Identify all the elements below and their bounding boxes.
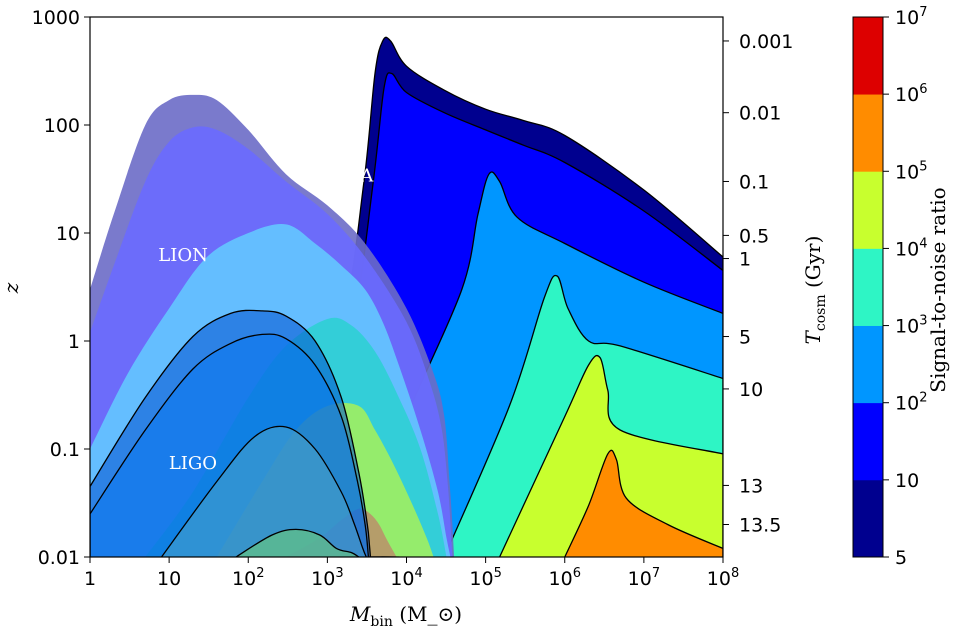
colorbar-frame — [852, 16, 884, 558]
ligo-regions — [90, 309, 485, 557]
colorbar-tick-label: 5 — [895, 547, 907, 569]
y-tick-label: 0.1 — [50, 439, 80, 461]
right-tick-label: 1 — [739, 249, 751, 271]
colorbar-segment — [853, 171, 883, 249]
y-axis-title: z — [0, 282, 23, 294]
right-tick-label: 0.1 — [739, 171, 769, 193]
colorbar-segment — [853, 248, 883, 326]
x-tick-label: 1 — [84, 568, 96, 590]
x-tick-label: 10 — [157, 568, 181, 590]
right-tick-label: 13 — [739, 475, 763, 497]
x-tick-label: 107 — [628, 566, 660, 590]
x-tick-label: 106 — [549, 566, 581, 590]
right-tick-label: 0.01 — [739, 103, 781, 125]
y-tick-label: 10 — [56, 223, 80, 245]
x-axis: 1 10 102 103 104 105 106 107 108 — [84, 557, 739, 590]
colorbar-tick-label: 102 — [895, 391, 927, 415]
x-tick-label: 104 — [390, 566, 422, 590]
colorbar-segment — [853, 17, 883, 95]
colorbar-tick-label: 107 — [895, 5, 927, 29]
colorbar-tick-label: 106 — [895, 82, 927, 106]
colorbar-segment — [853, 402, 883, 481]
x-tick-label: 102 — [232, 566, 264, 590]
colorbar: 5 10 102 103 104 105 106 107 — [852, 5, 927, 569]
ligo-snr-region — [160, 425, 483, 557]
right-tick-label: 0.5 — [739, 225, 769, 247]
right-axis-title: Tcosm (Gyr) — [801, 236, 829, 345]
y-tick-label: 100 — [44, 115, 80, 137]
ligo-snr-region — [235, 528, 478, 557]
x-axis-title: Mbin (M_⊙) — [349, 602, 462, 630]
colorbar-segment — [853, 94, 883, 172]
y-tick-label: 0.01 — [38, 547, 80, 569]
colorbar-tick-label: 104 — [895, 236, 927, 260]
colorbar-tick-label: 10 — [895, 470, 919, 492]
y-axis: 0.01 0.1 1 10 100 1000 — [32, 7, 90, 569]
colorbar-title: Signal-to-noise ratio — [926, 187, 950, 392]
x-tick-label: 103 — [311, 566, 343, 590]
right-tick-label: 10 — [739, 379, 763, 401]
x-tick-label: 105 — [469, 566, 501, 590]
right-tick-label: 0.001 — [739, 31, 793, 53]
y-tick-label: 1000 — [32, 7, 80, 29]
colorbar-tick-label: 103 — [895, 314, 927, 338]
right-tick-label: 13.5 — [739, 514, 781, 536]
region-label-lisa: LISA — [329, 165, 374, 186]
lisa-snr-region — [564, 449, 723, 557]
region-annotations: LISA LION LIGO — [158, 165, 374, 474]
region-label-lion: LION — [158, 245, 208, 266]
right-tick-label: 5 — [739, 327, 751, 349]
region-label-ligo: LIGO — [169, 453, 217, 474]
x-tick-label: 108 — [707, 566, 739, 590]
colorbar-tick-label: 105 — [895, 159, 927, 183]
right-axis: 0.001 0.01 0.1 0.51 5 10 13 13.5 — [723, 31, 793, 536]
snr-regions — [90, 36, 723, 557]
colorbar-segment — [853, 325, 883, 404]
y-tick-label: 1 — [68, 331, 80, 353]
colorbar-segment — [853, 479, 883, 558]
